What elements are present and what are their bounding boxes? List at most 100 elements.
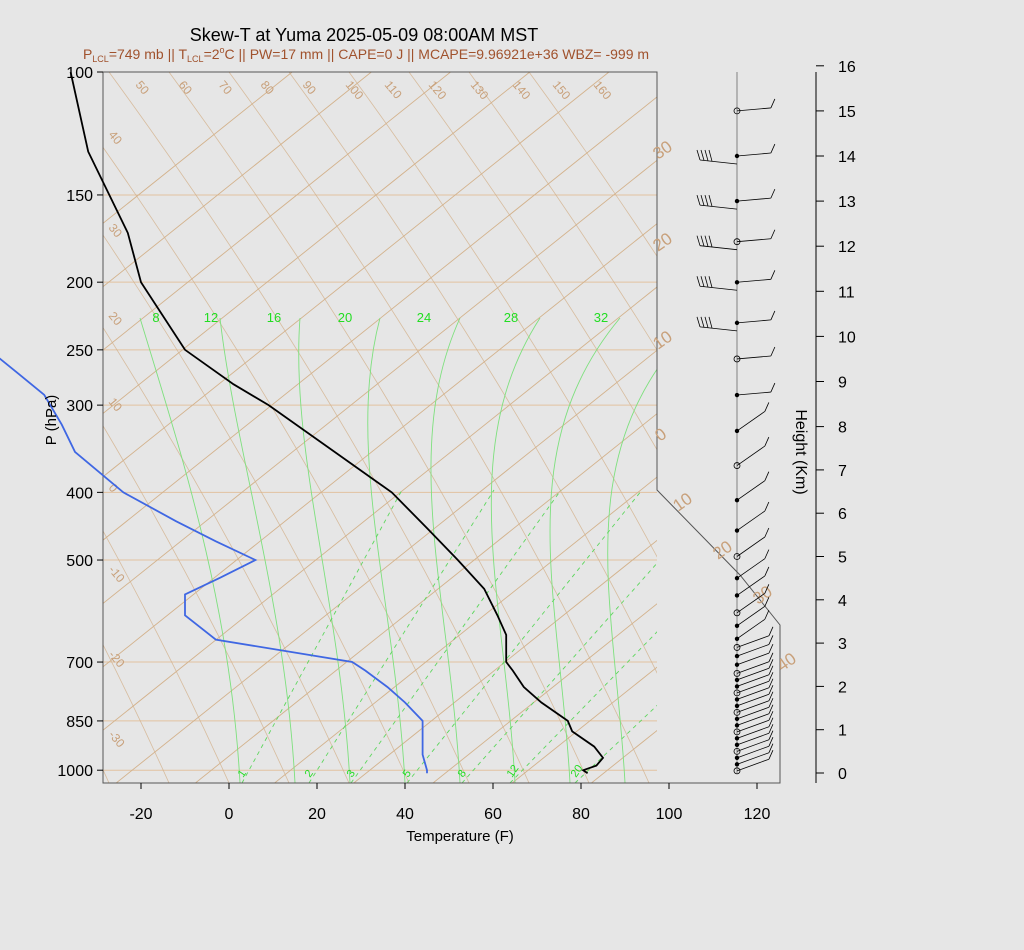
wind-barb-upper bbox=[699, 204, 738, 210]
wind-barb bbox=[736, 319, 771, 324]
dry-adiabat bbox=[103, 326, 350, 783]
wind-barb-point bbox=[733, 728, 741, 736]
wind-barb-feather bbox=[700, 194, 705, 206]
wind-barb bbox=[736, 667, 770, 681]
y-tick-label: 850 bbox=[66, 714, 93, 731]
wind-barb bbox=[736, 635, 770, 648]
dry-adiabat bbox=[528, 72, 657, 257]
wind-barb bbox=[736, 278, 771, 283]
wind-barb-feather bbox=[768, 652, 774, 662]
wind-barb bbox=[736, 391, 771, 396]
isotherm-label-right: 30 bbox=[649, 137, 675, 163]
profiles bbox=[0, 71, 605, 774]
wind-barb-feather bbox=[700, 235, 705, 247]
mixing-ratio-label: 12 bbox=[505, 763, 522, 780]
isotherm-label: 90 bbox=[300, 78, 320, 97]
wind-barb bbox=[736, 661, 770, 674]
wind-barb-feather bbox=[708, 149, 713, 162]
mixing-ratio-label: 1 bbox=[236, 768, 249, 780]
height-axis-label: Height (Km) bbox=[792, 409, 809, 494]
mixing-ratio-line bbox=[461, 562, 657, 783]
dry-adiabat bbox=[348, 72, 657, 558]
moist-adiabat bbox=[367, 317, 406, 783]
isotherm-line bbox=[103, 286, 657, 731]
isotherm-label-right: 10 bbox=[669, 489, 695, 515]
wind-barb bbox=[736, 732, 770, 746]
wind-barb-feather bbox=[770, 143, 776, 154]
x-tick-label: 0 bbox=[225, 806, 234, 823]
x-tick-label: 60 bbox=[484, 806, 502, 823]
x-tick-label: 100 bbox=[656, 806, 683, 823]
y-tick-label: 200 bbox=[66, 275, 93, 292]
wind-barb-feather bbox=[708, 276, 713, 288]
wind-barb bbox=[736, 605, 766, 627]
isotherm-label-right: 40 bbox=[773, 649, 799, 675]
mixing-ratio-label: 3 bbox=[345, 768, 358, 780]
height-tick-label: 12 bbox=[838, 239, 856, 256]
height-tick-label: 14 bbox=[838, 149, 856, 166]
wind-barb-feather bbox=[768, 626, 774, 636]
wind-barb bbox=[736, 575, 766, 596]
wind-barb bbox=[736, 752, 770, 765]
isotherm-label: 160 bbox=[591, 78, 615, 103]
mixing-ratio-line bbox=[350, 489, 562, 783]
adiabat-label: 16 bbox=[267, 310, 281, 325]
wind-barb-feather bbox=[764, 566, 770, 577]
dry-adiabat bbox=[468, 72, 657, 351]
moist-adiabat bbox=[298, 317, 351, 783]
wind-barb bbox=[736, 652, 770, 666]
x-tick-label: 80 bbox=[572, 806, 590, 823]
wind-barb bbox=[736, 680, 770, 694]
wind-barbs bbox=[696, 72, 776, 775]
mixing-ratio-line bbox=[406, 489, 643, 783]
height-tick-label: 1 bbox=[838, 723, 847, 740]
isotherm-label: 70 bbox=[216, 78, 236, 97]
wind-barb-feather bbox=[768, 635, 774, 645]
isotherm-line bbox=[273, 476, 657, 783]
wind-barb-feather bbox=[764, 610, 770, 620]
wind-barb-feather bbox=[696, 316, 701, 327]
wind-barb-feather bbox=[764, 471, 770, 481]
wind-barb bbox=[736, 480, 766, 501]
wind-barb-feather bbox=[704, 194, 709, 207]
isotherm-label-right: 20 bbox=[709, 537, 735, 563]
adiabat-label: 32 bbox=[594, 310, 608, 325]
wind-barb bbox=[736, 355, 771, 360]
isotherm-label: 150 bbox=[550, 78, 574, 103]
wind-barb-feather bbox=[700, 149, 705, 161]
height-tick-label: 8 bbox=[838, 420, 847, 437]
isotherm-line bbox=[827, 72, 1024, 785]
adiabat-label: 12 bbox=[204, 310, 218, 325]
mixing-ratio-label: 5 bbox=[401, 768, 414, 780]
y-tick-label: 300 bbox=[66, 398, 93, 415]
height-tick-label: 4 bbox=[838, 593, 847, 610]
wind-barb-feather bbox=[768, 743, 774, 753]
y-tick-label: 150 bbox=[66, 188, 93, 205]
isotherm-line bbox=[103, 72, 293, 224]
height-tick-label: 11 bbox=[838, 284, 855, 301]
isotherm-line bbox=[103, 72, 451, 351]
dry-adiabat bbox=[103, 530, 230, 783]
height-tick-label: 2 bbox=[838, 679, 847, 696]
wind-barb-feather bbox=[768, 711, 774, 721]
wind-barb-upper bbox=[699, 326, 738, 332]
height-tick-label: 15 bbox=[838, 104, 856, 121]
height-tick-label: 13 bbox=[838, 194, 856, 211]
wind-barb bbox=[736, 719, 770, 733]
height-tick-label: 5 bbox=[838, 550, 847, 567]
dry-adiabat bbox=[103, 234, 410, 783]
wind-barb bbox=[736, 510, 766, 531]
y-axis-label: P (hPa) bbox=[43, 395, 60, 446]
isotherm-label-right: 10 bbox=[649, 327, 675, 353]
wind-barb-feather bbox=[768, 717, 774, 727]
y-tick-label: 1000 bbox=[57, 763, 93, 780]
mixing-ratio-label: 2 bbox=[303, 768, 316, 780]
height-tick-label: 0 bbox=[838, 766, 847, 783]
isotherm-line bbox=[103, 72, 372, 288]
dry-adiabat bbox=[103, 643, 170, 783]
wind-barb-feather bbox=[696, 235, 701, 246]
isotherm-label: 60 bbox=[176, 78, 196, 97]
isotherm-line bbox=[103, 223, 657, 668]
wind-barb-feather bbox=[768, 724, 774, 734]
